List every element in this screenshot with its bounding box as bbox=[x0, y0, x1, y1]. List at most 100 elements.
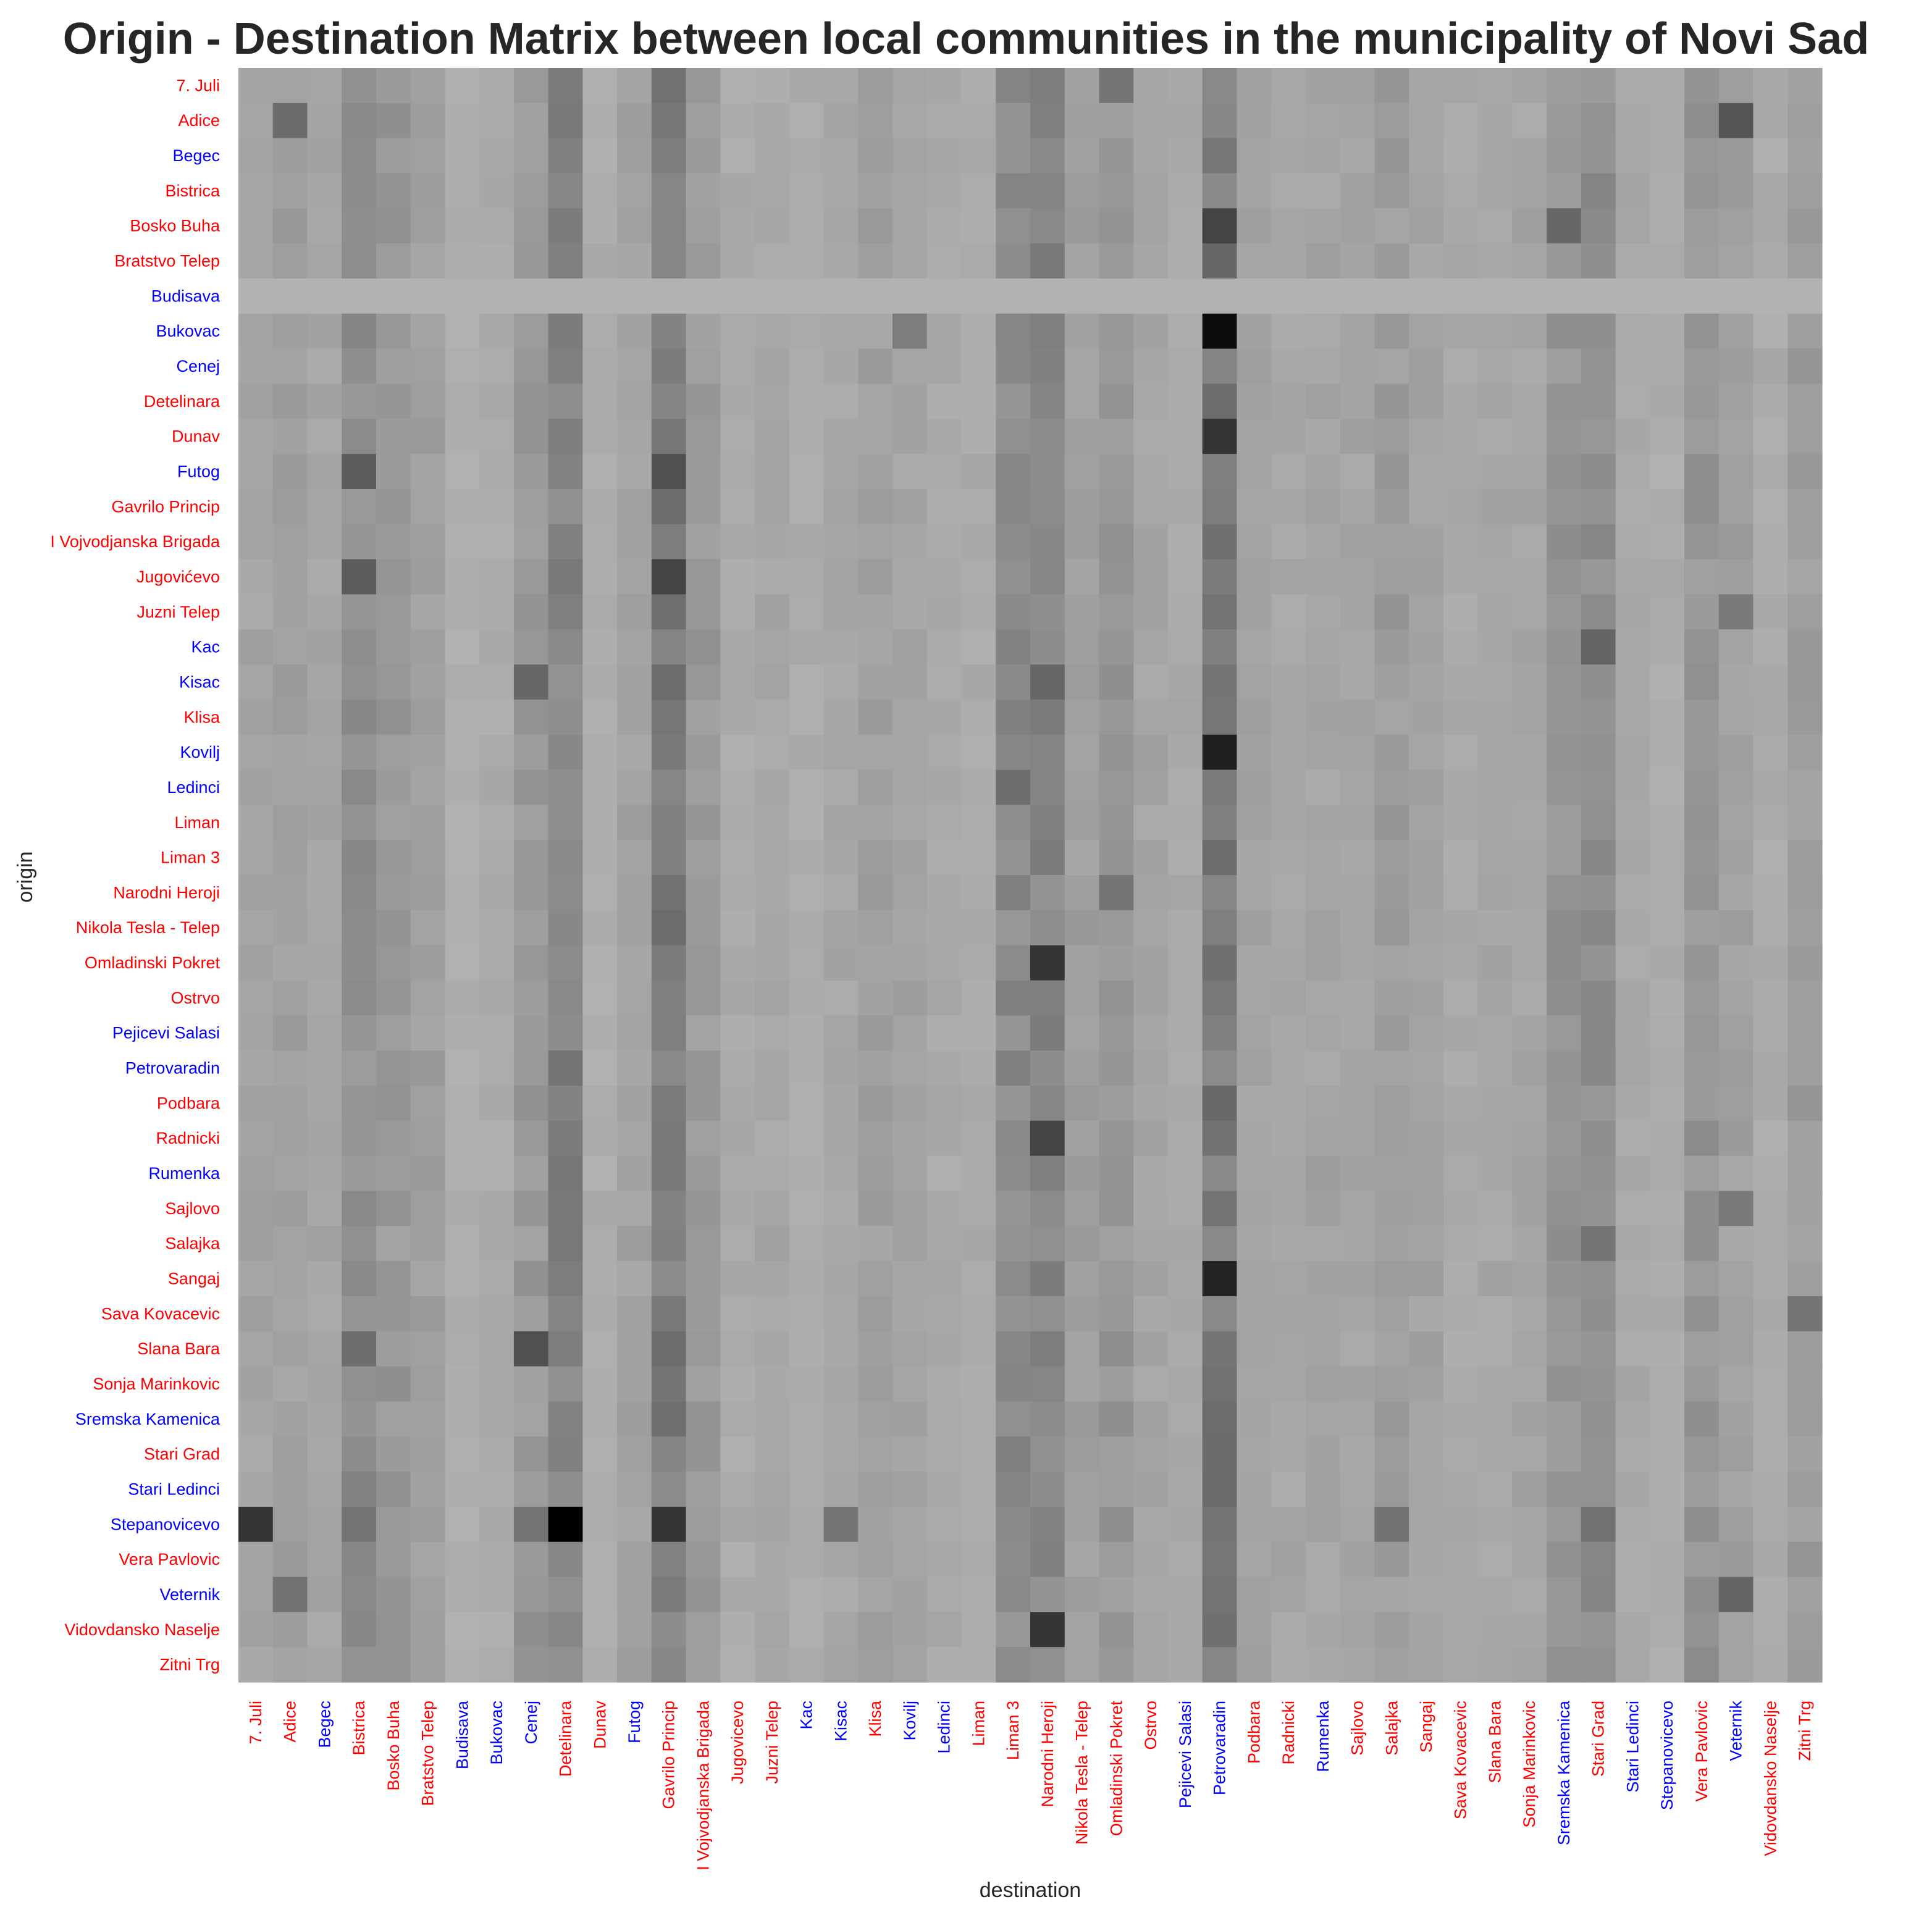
heatmap-cell bbox=[858, 103, 893, 139]
heatmap-cell bbox=[238, 1331, 274, 1367]
heatmap-cell bbox=[272, 594, 308, 630]
heatmap-cell bbox=[1064, 769, 1100, 805]
heatmap-cell bbox=[1650, 1155, 1685, 1192]
heatmap-cell bbox=[272, 278, 308, 314]
heatmap-cell bbox=[961, 805, 996, 840]
heatmap-cell bbox=[1443, 419, 1479, 455]
heatmap-cell bbox=[789, 1401, 825, 1437]
origin-tick-label: Pejicevi Salasi bbox=[112, 1024, 220, 1042]
heatmap-cell bbox=[961, 1015, 996, 1051]
heatmap-cell bbox=[961, 419, 996, 455]
heatmap-cell bbox=[720, 524, 755, 560]
heatmap-cell bbox=[1684, 208, 1720, 244]
heatmap-cell bbox=[445, 980, 480, 1016]
heatmap-cell bbox=[926, 699, 962, 735]
heatmap-cell bbox=[1477, 1366, 1513, 1402]
heatmap-cell bbox=[651, 1541, 687, 1578]
heatmap-cell bbox=[342, 1366, 377, 1402]
heatmap-cell bbox=[1409, 1226, 1444, 1262]
origin-tick-label: Kovilj bbox=[180, 743, 220, 761]
heatmap-cell bbox=[342, 103, 377, 139]
heatmap-cell bbox=[1443, 243, 1479, 279]
heatmap-cell bbox=[1443, 1155, 1479, 1192]
heatmap-cell bbox=[1753, 68, 1788, 104]
heatmap-cell bbox=[617, 664, 652, 700]
heatmap-cell bbox=[1374, 910, 1409, 946]
heatmap-cell bbox=[1581, 419, 1616, 455]
heatmap-cell bbox=[1753, 980, 1788, 1016]
heatmap-cell bbox=[1512, 68, 1547, 104]
heatmap-cell bbox=[961, 769, 996, 805]
heatmap-cell bbox=[1512, 313, 1547, 350]
heatmap-cell bbox=[686, 1155, 721, 1192]
heatmap-cell bbox=[1133, 559, 1169, 595]
heatmap-cell bbox=[1167, 1296, 1203, 1332]
heatmap-cell bbox=[651, 1472, 687, 1507]
heatmap-cell bbox=[858, 875, 893, 911]
heatmap-cell bbox=[1237, 875, 1272, 911]
heatmap-cell bbox=[1409, 945, 1444, 981]
heatmap-cell bbox=[1202, 840, 1238, 876]
heatmap-cell bbox=[1650, 348, 1685, 385]
heatmap-cell bbox=[686, 278, 721, 314]
heatmap-cell bbox=[720, 1541, 755, 1578]
heatmap-cell bbox=[789, 138, 825, 174]
heatmap-cell bbox=[1202, 1050, 1238, 1086]
heatmap-cell bbox=[789, 1577, 825, 1612]
heatmap-cell bbox=[1030, 454, 1065, 490]
heatmap-cell bbox=[686, 68, 721, 104]
heatmap-cell bbox=[996, 1261, 1031, 1297]
heatmap-cell bbox=[926, 734, 962, 771]
heatmap-cell bbox=[789, 769, 825, 805]
heatmap-cell bbox=[926, 1261, 962, 1297]
heatmap-cell bbox=[1615, 629, 1650, 665]
heatmap-cell bbox=[1615, 488, 1650, 525]
heatmap-cell bbox=[617, 243, 652, 279]
heatmap-cell bbox=[1547, 1085, 1582, 1121]
heatmap-cell bbox=[1581, 383, 1616, 419]
heatmap-cell bbox=[582, 664, 618, 700]
heatmap-cell bbox=[892, 980, 928, 1016]
heatmap-cell bbox=[272, 1541, 308, 1578]
heatmap-cell bbox=[1443, 875, 1479, 911]
heatmap-cell bbox=[755, 1191, 790, 1226]
heatmap-cell bbox=[342, 419, 377, 455]
heatmap-cell bbox=[858, 1401, 893, 1437]
heatmap-cell bbox=[1684, 454, 1720, 490]
heatmap-cell bbox=[961, 103, 996, 139]
heatmap-cell bbox=[272, 769, 308, 805]
heatmap-cell bbox=[1305, 278, 1341, 314]
heatmap-cell bbox=[996, 594, 1031, 630]
heatmap-cell bbox=[755, 313, 790, 350]
heatmap-cell bbox=[1787, 945, 1823, 981]
heatmap-cell bbox=[1650, 1120, 1685, 1157]
origin-tick-label: Narodni Heroji bbox=[113, 883, 220, 902]
heatmap-cell bbox=[410, 488, 446, 525]
heatmap-cell bbox=[1374, 419, 1409, 455]
heatmap-cell bbox=[376, 594, 411, 630]
heatmap-cell bbox=[1684, 138, 1720, 174]
heatmap-cell bbox=[410, 1120, 446, 1157]
heatmap-cell bbox=[1374, 734, 1409, 771]
heatmap-cell bbox=[1443, 524, 1479, 560]
heatmap-cell bbox=[1615, 138, 1650, 174]
heatmap-cell bbox=[1512, 1541, 1547, 1578]
heatmap-cell bbox=[858, 980, 893, 1016]
heatmap-cell bbox=[1340, 1050, 1375, 1086]
heatmap-cell bbox=[858, 138, 893, 174]
heatmap-cell bbox=[1443, 1120, 1479, 1157]
heatmap-cell bbox=[617, 980, 652, 1016]
heatmap-cell bbox=[1477, 1120, 1513, 1157]
heatmap-cell bbox=[1167, 1191, 1203, 1226]
heatmap-cell bbox=[1718, 1401, 1754, 1437]
heatmap-cell bbox=[1443, 805, 1479, 840]
destination-tick-label: Vera Pavlovic bbox=[1692, 1701, 1711, 1802]
heatmap-cell bbox=[1374, 875, 1409, 911]
heatmap-cell bbox=[272, 488, 308, 525]
heatmap-cell bbox=[272, 1472, 308, 1507]
heatmap-cell bbox=[858, 734, 893, 771]
heatmap-cell bbox=[1409, 313, 1444, 350]
heatmap-cell bbox=[755, 208, 790, 244]
heatmap-cell bbox=[410, 1436, 446, 1472]
heatmap-cell bbox=[513, 1331, 549, 1367]
